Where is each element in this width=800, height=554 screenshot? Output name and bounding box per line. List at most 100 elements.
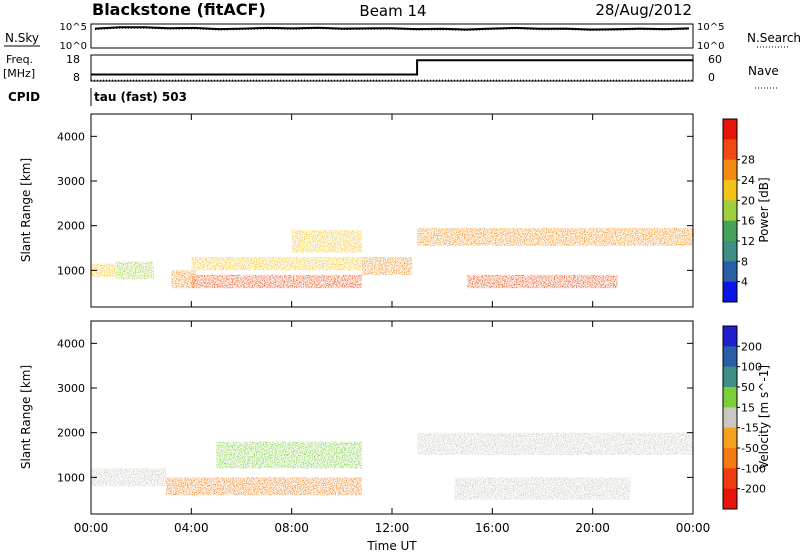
- power-colorbar-segment: [723, 241, 737, 262]
- velocity-colorbar-tick-label: -50: [741, 442, 759, 455]
- freq-tick-right-top: 60: [708, 53, 722, 66]
- velocity-colorbar-segment: [723, 387, 737, 408]
- power-echo-region: [116, 261, 154, 280]
- velocity-echo-region: [91, 468, 167, 487]
- power-echo-region: [171, 270, 197, 289]
- power-colorbar-tick-label: 12: [741, 235, 755, 248]
- power-colorbar-segment: [723, 159, 737, 181]
- station-title: Blackstone (fitACF): [92, 0, 266, 19]
- power-ytick-label: 2000: [57, 220, 85, 233]
- time-tick-label: 12:00: [375, 521, 410, 535]
- freq-tick-left-bottom: 8: [73, 71, 80, 84]
- time-tick-label: 08:00: [274, 521, 309, 535]
- velocity-colorbar: 200 100 50 15 -15 -50 -100 -200: [722, 325, 766, 510]
- power-colorbar-tick-label: 28: [741, 154, 755, 167]
- power-axes: 1000 2000 3000 4000: [57, 114, 694, 307]
- velocity-colorbar-tick-label: 200: [741, 340, 762, 353]
- time-tick-label: 00:00: [74, 521, 109, 535]
- velocity-colorbar-tick-label: 15: [741, 401, 755, 414]
- noise-tick-left-top: 10^5: [60, 22, 87, 33]
- velocity-colorbar-segment: [723, 346, 737, 368]
- power-ytick-label: 4000: [57, 130, 85, 143]
- freq-unit: [MHz]: [3, 67, 35, 80]
- velocity-ylabel: Slant Range [km]: [19, 365, 33, 469]
- freq-lines: [91, 59, 693, 81]
- velocity-colorbar-segment: [723, 366, 737, 388]
- power-colorbar-frame: [722, 118, 738, 303]
- power-echo-region: [91, 263, 117, 278]
- freq-tick-left-top: 18: [66, 53, 80, 66]
- velocity-colorbar-segment: [723, 427, 737, 449]
- power-echo-region: [361, 256, 413, 275]
- velocity-echo-region: [417, 432, 693, 456]
- velocity-axes: 1000 2000 3000 4000: [57, 321, 694, 514]
- velocity-colorbar-frame: [722, 325, 738, 510]
- time-tick-label: 04:00: [174, 521, 209, 535]
- power-ytick-label: 1000: [57, 264, 85, 277]
- power-echo-region: [191, 256, 362, 271]
- time-tick-label: 00:00: [676, 521, 711, 535]
- power-colorbar-segment: [723, 220, 737, 242]
- velocity-panel: 1000 2000 3000 4000 Slant Range [km] 200 100…: [19, 320, 771, 515]
- freq-panel-frame: [90, 54, 694, 82]
- time-tick-label: 20:00: [575, 521, 610, 535]
- velocity-echo-region: [216, 441, 362, 469]
- velocity-colorbar-tick-label: 100: [741, 361, 762, 374]
- noise-tick-right-bottom: 10^0: [697, 41, 724, 52]
- power-colorbar-segment: [723, 261, 737, 283]
- power-colorbar-segment: [723, 281, 737, 303]
- power-colorbar-segment: [723, 119, 737, 140]
- freq-series-freq-: [91, 59, 693, 76]
- power-colorbar-tick-label: 4: [741, 276, 748, 289]
- power-colorbar-segment: [723, 200, 737, 222]
- time-tick-label: 16:00: [475, 521, 510, 535]
- velocity-colorbar-tick-label: -100: [741, 462, 766, 475]
- velocity-colorbar-segment: [723, 407, 737, 429]
- power-ytick-label: 3000: [57, 175, 85, 188]
- power-colorbar-label: Power [dB]: [757, 177, 771, 242]
- velocity-colorbar-tick-label: -15: [741, 422, 759, 435]
- power-echo-region: [417, 227, 693, 246]
- power-echo-region: [291, 230, 362, 253]
- freq-label: Freq.: [6, 53, 33, 66]
- nsearch-label: N.Search: [747, 31, 800, 45]
- velocity-colorbar-label: Velocity [m s^-1]: [757, 365, 771, 469]
- power-scatter-layer: [91, 227, 693, 289]
- velocity-colorbar-segment: [723, 488, 737, 510]
- time-axis-ticks: 00:00 04:00 08:00 12:00 16:00 20:00 00:00: [74, 521, 711, 535]
- noise-series-n-search: [94, 27, 690, 32]
- cpid-value: tau (fast) 503: [94, 90, 187, 104]
- power-colorbar-tick-label: 8: [741, 255, 748, 268]
- cpid-label: CPID: [8, 90, 40, 104]
- velocity-ytick-label: 1000: [57, 471, 85, 484]
- noise-lines: [94, 26, 690, 32]
- power-colorbar-tick-label: 16: [741, 215, 755, 228]
- velocity-colorbar-tick-label: 50: [741, 381, 755, 394]
- nsky-label: N.Sky: [5, 31, 39, 45]
- power-colorbar-tick-label: 24: [741, 174, 755, 187]
- noise-panel-frame: [90, 23, 694, 49]
- time-axis-label: Time UT: [366, 539, 417, 553]
- beam-title: Beam 14: [359, 2, 426, 20]
- power-panel: 1000 2000 3000 4000 Slant Range [km] 4 8 12 16…: [19, 113, 771, 308]
- noise-tick-left-bottom: 10^0: [60, 41, 87, 52]
- velocity-ytick-label: 3000: [57, 382, 85, 395]
- freq-tick-right-bottom: 0: [708, 71, 715, 84]
- power-echo-region: [191, 274, 362, 289]
- power-colorbar-segment: [723, 139, 737, 161]
- velocity-colorbar-tick-label: -200: [741, 483, 766, 496]
- velocity-colorbar-segment: [723, 468, 737, 490]
- velocity-colorbar-segment: [723, 448, 737, 469]
- noise-tick-right-top: 10^5: [697, 22, 724, 33]
- power-colorbar: 4 8 12 16 20 24 28: [722, 118, 755, 303]
- power-echo-region: [467, 274, 618, 289]
- velocity-echo-region: [454, 477, 631, 500]
- power-colorbar-tick-label: 20: [741, 194, 755, 207]
- nave-label: Nave: [748, 64, 779, 78]
- power-ylabel: Slant Range [km]: [19, 158, 33, 262]
- velocity-ytick-label: 4000: [57, 337, 85, 350]
- velocity-colorbar-segment: [723, 326, 737, 347]
- velocity-scatter-layer: [91, 432, 693, 500]
- velocity-echo-region: [166, 477, 362, 496]
